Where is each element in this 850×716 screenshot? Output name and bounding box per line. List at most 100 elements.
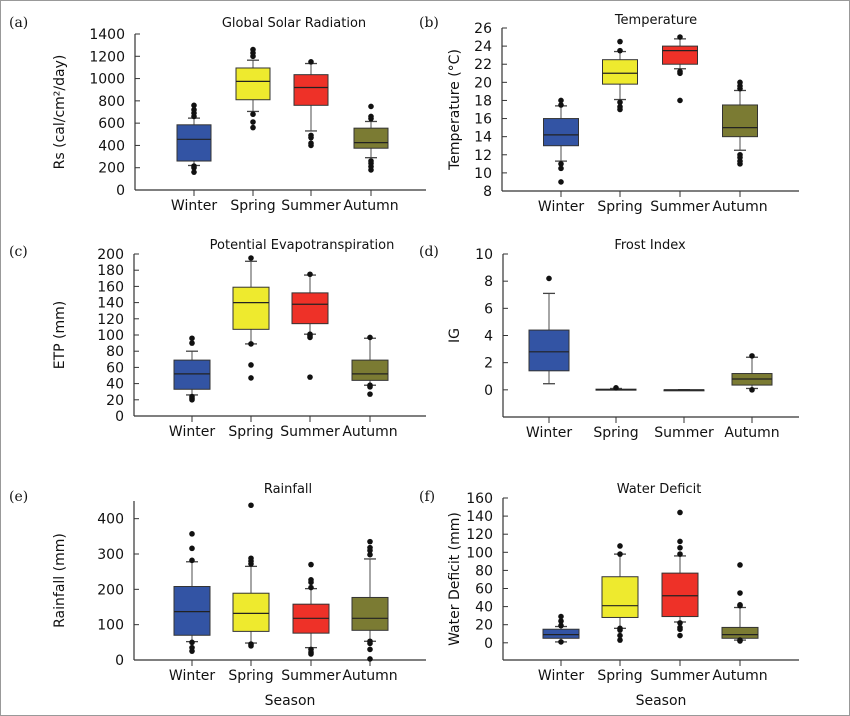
y-tick-label: 400 <box>98 138 125 154</box>
outlier-point <box>558 102 564 108</box>
y-tick-label: 800 <box>98 94 125 110</box>
outlier-point <box>617 632 623 639</box>
outlier-point <box>250 119 256 125</box>
box-spring <box>595 384 637 391</box>
outlier-point <box>617 103 623 110</box>
outlier-point <box>248 502 254 509</box>
x-tick-label: Winter <box>538 199 584 215</box>
y-tick-label: 8 <box>483 184 492 200</box>
outlier-point <box>191 169 197 175</box>
panel-label: (b) <box>419 15 439 31</box>
panel-d: (d) Frost Index IG 0 2 4 6 8 10 Winter Spring Summe… <box>419 238 799 441</box>
x-tick-label: Winter <box>171 198 217 214</box>
y-tick-label: 40 <box>106 377 124 393</box>
outlier-point <box>558 165 564 172</box>
outlier-point <box>558 97 564 104</box>
x-tick-label: Spring <box>593 425 638 441</box>
x-tick-label: Spring <box>597 199 642 215</box>
outlier-point <box>677 509 683 516</box>
x-tick-label: Summer <box>650 199 710 215</box>
y-tick-label: 16 <box>474 112 492 128</box>
x-tick-label: Spring <box>597 668 642 684</box>
x-tick-label: Autumn <box>342 668 397 684</box>
outlier-point <box>749 387 755 393</box>
box-summer <box>661 509 699 639</box>
outlier-point <box>737 601 743 608</box>
outlier-point <box>617 38 623 45</box>
outlier-point <box>558 639 564 645</box>
outlier-point <box>677 551 683 557</box>
box-iqr <box>601 576 639 618</box>
panel-a: (a) Global Solar Radiation Rs (cal/cm²/day… <box>9 15 426 214</box>
outlier-point <box>617 625 623 632</box>
x-tick-label: Summer <box>654 425 714 441</box>
y-tick-label: 200 <box>98 161 125 177</box>
outlier-point <box>189 545 195 552</box>
y-tick-label: 80 <box>475 563 493 579</box>
outlier-point <box>250 124 256 131</box>
box-iqr <box>542 628 580 639</box>
outlier-point <box>308 576 314 583</box>
outlier-point <box>367 382 373 389</box>
outlier-point <box>250 46 256 53</box>
y-tick-label: 200 <box>97 247 124 263</box>
y-tick-label: 22 <box>474 57 492 73</box>
outlier-point <box>307 374 313 380</box>
box-iqr <box>353 127 389 149</box>
y-tick-label: 120 <box>466 527 493 543</box>
y-tick-label: 4 <box>484 329 493 345</box>
panel-f: (f) Water Deficit Water Deficit (mm) Season… <box>419 482 799 709</box>
y-tick-label: 1000 <box>89 72 125 88</box>
outlier-point <box>248 255 254 261</box>
y-axis-label: Temperature (°C) <box>447 49 463 171</box>
box-iqr <box>173 586 211 636</box>
outlier-point <box>677 68 683 75</box>
x-tick-label: Spring <box>228 424 273 440</box>
outlier-point <box>368 103 374 110</box>
x-axis-label: Season <box>265 693 316 709</box>
box-iqr <box>351 359 389 381</box>
outlier-point <box>367 646 373 653</box>
x-tick-label: Autumn <box>343 198 398 214</box>
box-iqr <box>232 286 270 330</box>
chart-title: Water Deficit <box>617 482 702 497</box>
panel-label: (a) <box>9 15 28 31</box>
outlier-point <box>189 531 195 537</box>
outlier-point <box>677 620 683 626</box>
x-tick-label: Summer <box>650 668 710 684</box>
box-iqr <box>543 118 579 147</box>
outlier-point <box>308 646 314 653</box>
x-tick-label: Winter <box>169 668 215 684</box>
box-iqr <box>528 329 570 372</box>
outlier-point <box>617 637 623 643</box>
outlier-point <box>367 551 373 558</box>
outlier-point <box>558 161 564 167</box>
y-axis-label: Water Deficit (mm) <box>447 512 463 646</box>
x-tick-label: Summer <box>280 424 340 440</box>
box-iqr <box>293 74 329 106</box>
box-summer <box>292 561 330 657</box>
outlier-point <box>367 334 373 341</box>
outlier-point <box>367 391 373 397</box>
outlier-point <box>248 375 254 381</box>
y-tick-label: 18 <box>474 93 492 109</box>
box-iqr <box>662 45 698 65</box>
outlier-point <box>248 341 254 347</box>
y-tick-label: 26 <box>474 21 492 37</box>
box-winter <box>173 335 211 403</box>
y-tick-label: 140 <box>97 296 124 312</box>
outlier-point <box>191 106 197 113</box>
box-autumn <box>351 538 389 662</box>
outlier-point <box>558 613 564 620</box>
panel-label: (f) <box>419 489 435 505</box>
y-tick-label: 2 <box>484 356 493 372</box>
outlier-point <box>308 132 314 139</box>
outlier-point <box>248 641 254 647</box>
box-autumn <box>721 562 759 644</box>
box-iqr <box>232 592 270 632</box>
box-iqr <box>661 572 699 618</box>
outlier-point <box>308 561 314 568</box>
y-tick-label: 160 <box>97 279 124 295</box>
box-summer <box>293 59 329 149</box>
outlier-point <box>189 557 195 564</box>
